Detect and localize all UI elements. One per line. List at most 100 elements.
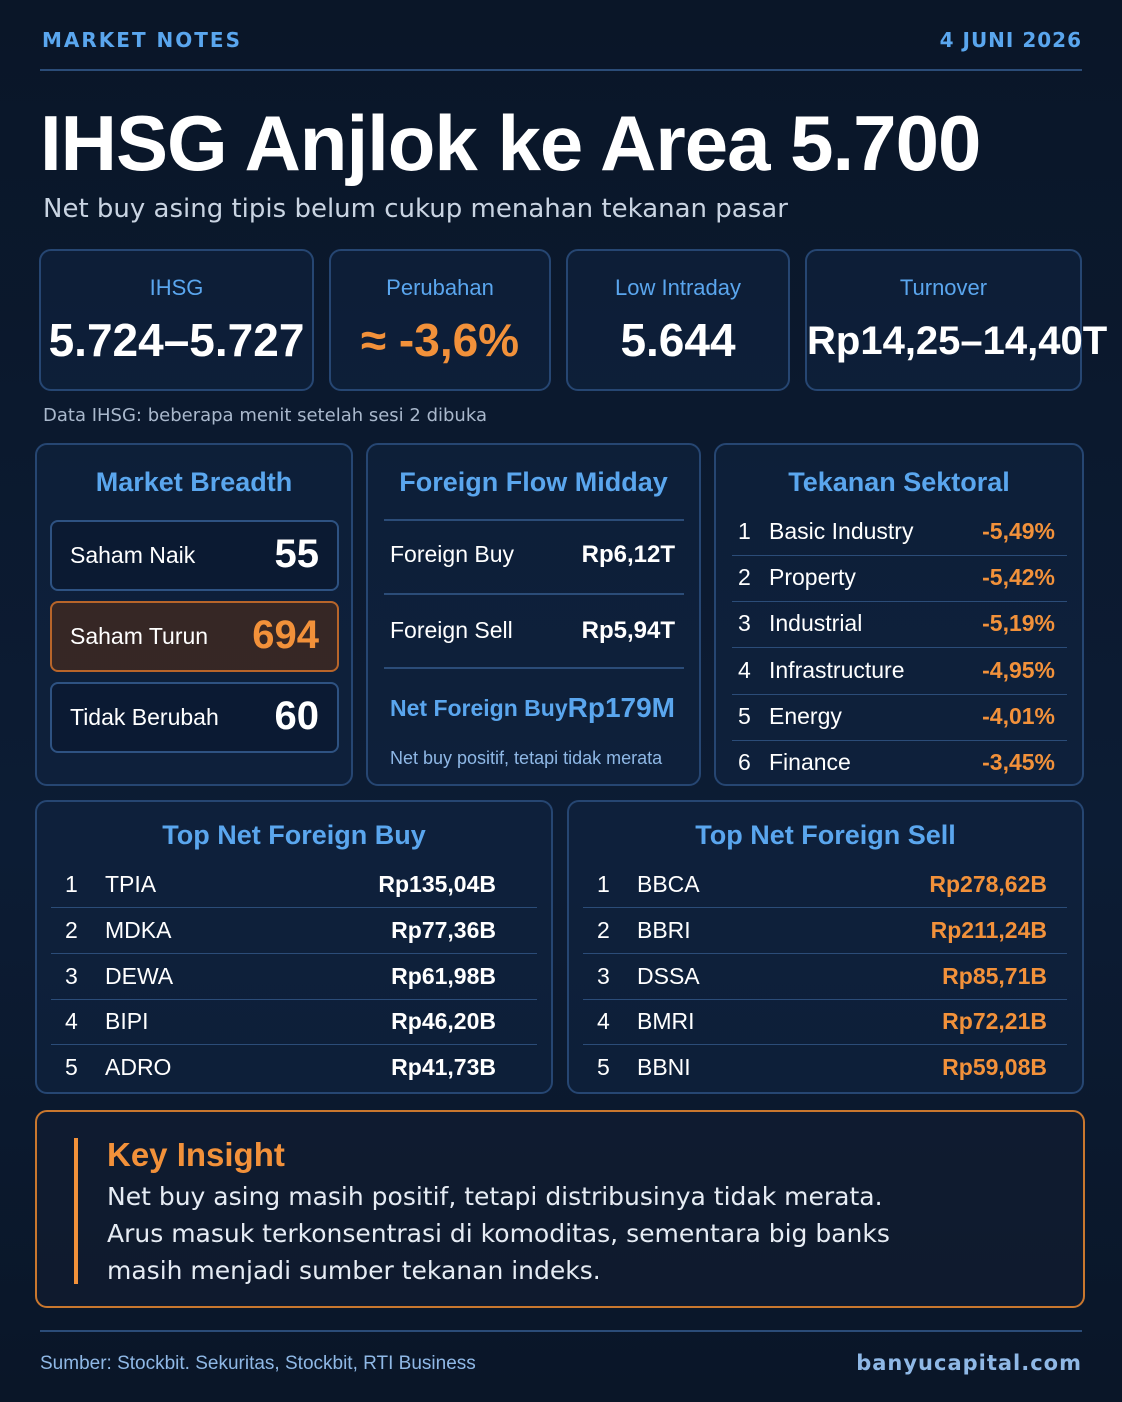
flow-value: Rp6,12T bbox=[581, 541, 675, 568]
list-ticker: BIPI bbox=[105, 1008, 149, 1035]
flow-value: Rp5,94T bbox=[581, 617, 675, 644]
stat-value: Rp14,25–14,40T bbox=[807, 319, 1108, 363]
subtitle: Net buy asing tipis belum cukup menahan … bbox=[43, 194, 788, 224]
top-buy-panel: Top Net Foreign Buy 1 TPIA Rp135,04B 2 MDKA R… bbox=[35, 800, 553, 1094]
breadth-label: Tidak Berubah bbox=[70, 704, 219, 730]
list-value: Rp61,98B bbox=[391, 962, 496, 989]
stat-label: Perubahan bbox=[386, 275, 494, 300]
divider bbox=[583, 1044, 1067, 1046]
site: banyucapital.com bbox=[856, 1351, 1082, 1375]
sector-value: -5,19% bbox=[982, 610, 1055, 637]
sector-name: Infrastructure bbox=[769, 656, 905, 683]
sector-value: -4,95% bbox=[982, 656, 1055, 683]
list-ticker: BMRI bbox=[637, 1008, 695, 1035]
list-rank: 4 bbox=[65, 1008, 78, 1035]
breadth-label: Saham Naik bbox=[70, 542, 196, 568]
breadth-row: Saham Turun 694 bbox=[50, 601, 339, 672]
top-sell-panel: Top Net Foreign Sell 1 BBCA Rp278,62B 2 BBRI… bbox=[567, 800, 1084, 1094]
list-ticker: DEWA bbox=[105, 962, 174, 989]
breadth-value: 694 bbox=[252, 613, 319, 657]
list-ticker: BBRI bbox=[637, 916, 691, 943]
list-value: Rp77,36B bbox=[391, 916, 496, 943]
source: Sumber: Stockbit. Sekuritas, Stockbit, R… bbox=[40, 1353, 476, 1374]
sector-rank: 6 bbox=[738, 749, 751, 775]
sector-name: Energy bbox=[769, 702, 842, 729]
panel-title: Foreign Flow Midday bbox=[399, 467, 668, 497]
stat-card: Low Intraday 5.644 bbox=[566, 249, 790, 391]
header-label: MARKET NOTES bbox=[42, 28, 242, 52]
sector-value: -3,45% bbox=[982, 749, 1055, 775]
list-rank: 4 bbox=[597, 1008, 610, 1035]
sector-name: Finance bbox=[769, 749, 851, 775]
insight-line: Arus masuk terkonsentrasi di komoditas, … bbox=[107, 1219, 890, 1248]
stat-value: ≈ -3,6% bbox=[360, 314, 520, 366]
breadth-panel: Market Breadth Saham Naik 55 Saham Turun 69… bbox=[35, 443, 353, 786]
breadth-label: Saham Turun bbox=[70, 623, 209, 649]
flow-note: Net buy positif, tetapi tidak merata bbox=[390, 748, 663, 768]
list-value: Rp278,62B bbox=[929, 871, 1047, 897]
breadth-value: 55 bbox=[274, 532, 320, 576]
panel-title: Market Breadth bbox=[95, 467, 293, 497]
insight-panel: Key Insight Net buy asing masih positif,… bbox=[35, 1110, 1085, 1308]
flow-label: Foreign Sell bbox=[390, 617, 513, 643]
sector-name: Industrial bbox=[769, 610, 863, 637]
flow-label: Foreign Buy bbox=[390, 541, 515, 567]
sector-rank: 2 bbox=[738, 564, 751, 591]
divider bbox=[732, 693, 1067, 695]
sector-value: -4,01% bbox=[982, 702, 1055, 729]
panel-title: Tekanan Sektoral bbox=[788, 467, 1010, 497]
insight-line: Net buy asing masih positif, tetapi dist… bbox=[107, 1182, 883, 1211]
list-ticker: ADRO bbox=[105, 1054, 172, 1081]
sector-panel: Tekanan Sektoral 1 Basic Industry -5,49% 2 P… bbox=[714, 443, 1084, 786]
sector-rank: 5 bbox=[738, 702, 751, 729]
sector-value: -5,42% bbox=[982, 564, 1055, 591]
divider bbox=[732, 555, 1067, 556]
stat-card: IHSG 5.724–5.727 bbox=[39, 249, 314, 391]
list-rank: 1 bbox=[65, 871, 78, 897]
insight-line: masih menjadi sumber tekanan indeks. bbox=[107, 1256, 601, 1285]
divider bbox=[40, 69, 1082, 71]
stat-card: Perubahan ≈ -3,6% bbox=[329, 249, 551, 391]
breadth-row: Saham Naik 55 bbox=[50, 520, 339, 591]
sector-rank: 1 bbox=[738, 518, 751, 544]
stats-note: Data IHSG: beberapa menit setelah sesi 2… bbox=[43, 405, 487, 426]
divider bbox=[384, 667, 684, 669]
divider bbox=[583, 998, 1067, 1000]
list-rank: 3 bbox=[65, 962, 78, 989]
stat-value: 5.644 bbox=[620, 314, 736, 366]
stat-label: Turnover bbox=[899, 275, 988, 300]
divider bbox=[51, 907, 537, 908]
list-ticker: BBNI bbox=[637, 1054, 691, 1081]
list-rank: 2 bbox=[597, 916, 610, 943]
list-value: Rp135,04B bbox=[378, 871, 496, 897]
divider bbox=[51, 952, 537, 954]
sector-name: Property bbox=[769, 564, 856, 591]
list-value: Rp211,24B bbox=[930, 916, 1047, 943]
list-value: Rp59,08B bbox=[942, 1054, 1047, 1081]
flow-label: Net Foreign Buy bbox=[390, 695, 568, 721]
stat-card: Turnover Rp14,25–14,40T bbox=[805, 249, 1108, 391]
title: IHSG Anjlok ke Area 5.700 bbox=[40, 99, 981, 187]
divider bbox=[732, 739, 1067, 741]
list-value: Rp41,73B bbox=[391, 1054, 496, 1081]
list-rank: 5 bbox=[65, 1054, 78, 1081]
divider bbox=[732, 647, 1067, 649]
list-rank: 5 bbox=[597, 1054, 610, 1081]
flow-value: Rp179M bbox=[567, 692, 675, 723]
divider bbox=[40, 1330, 1082, 1332]
list-rank: 3 bbox=[597, 962, 610, 989]
list-ticker: BBCA bbox=[637, 871, 700, 897]
insight-title: Key Insight bbox=[107, 1136, 285, 1173]
stat-label: Low Intraday bbox=[615, 275, 741, 300]
stat-value: 5.724–5.727 bbox=[48, 314, 305, 366]
accent-bar bbox=[74, 1138, 78, 1284]
flow-panel: Foreign Flow Midday Net buy positif, tet… bbox=[366, 443, 701, 786]
list-value: Rp85,71B bbox=[942, 962, 1047, 989]
divider bbox=[51, 998, 537, 1000]
divider bbox=[583, 952, 1067, 954]
list-value: Rp46,20B bbox=[391, 1008, 496, 1035]
list-value: Rp72,21B bbox=[942, 1008, 1047, 1035]
panel-title: Top Net Foreign Buy bbox=[162, 820, 426, 850]
sector-name: Basic Industry bbox=[769, 518, 914, 544]
sector-rank: 3 bbox=[738, 610, 751, 637]
